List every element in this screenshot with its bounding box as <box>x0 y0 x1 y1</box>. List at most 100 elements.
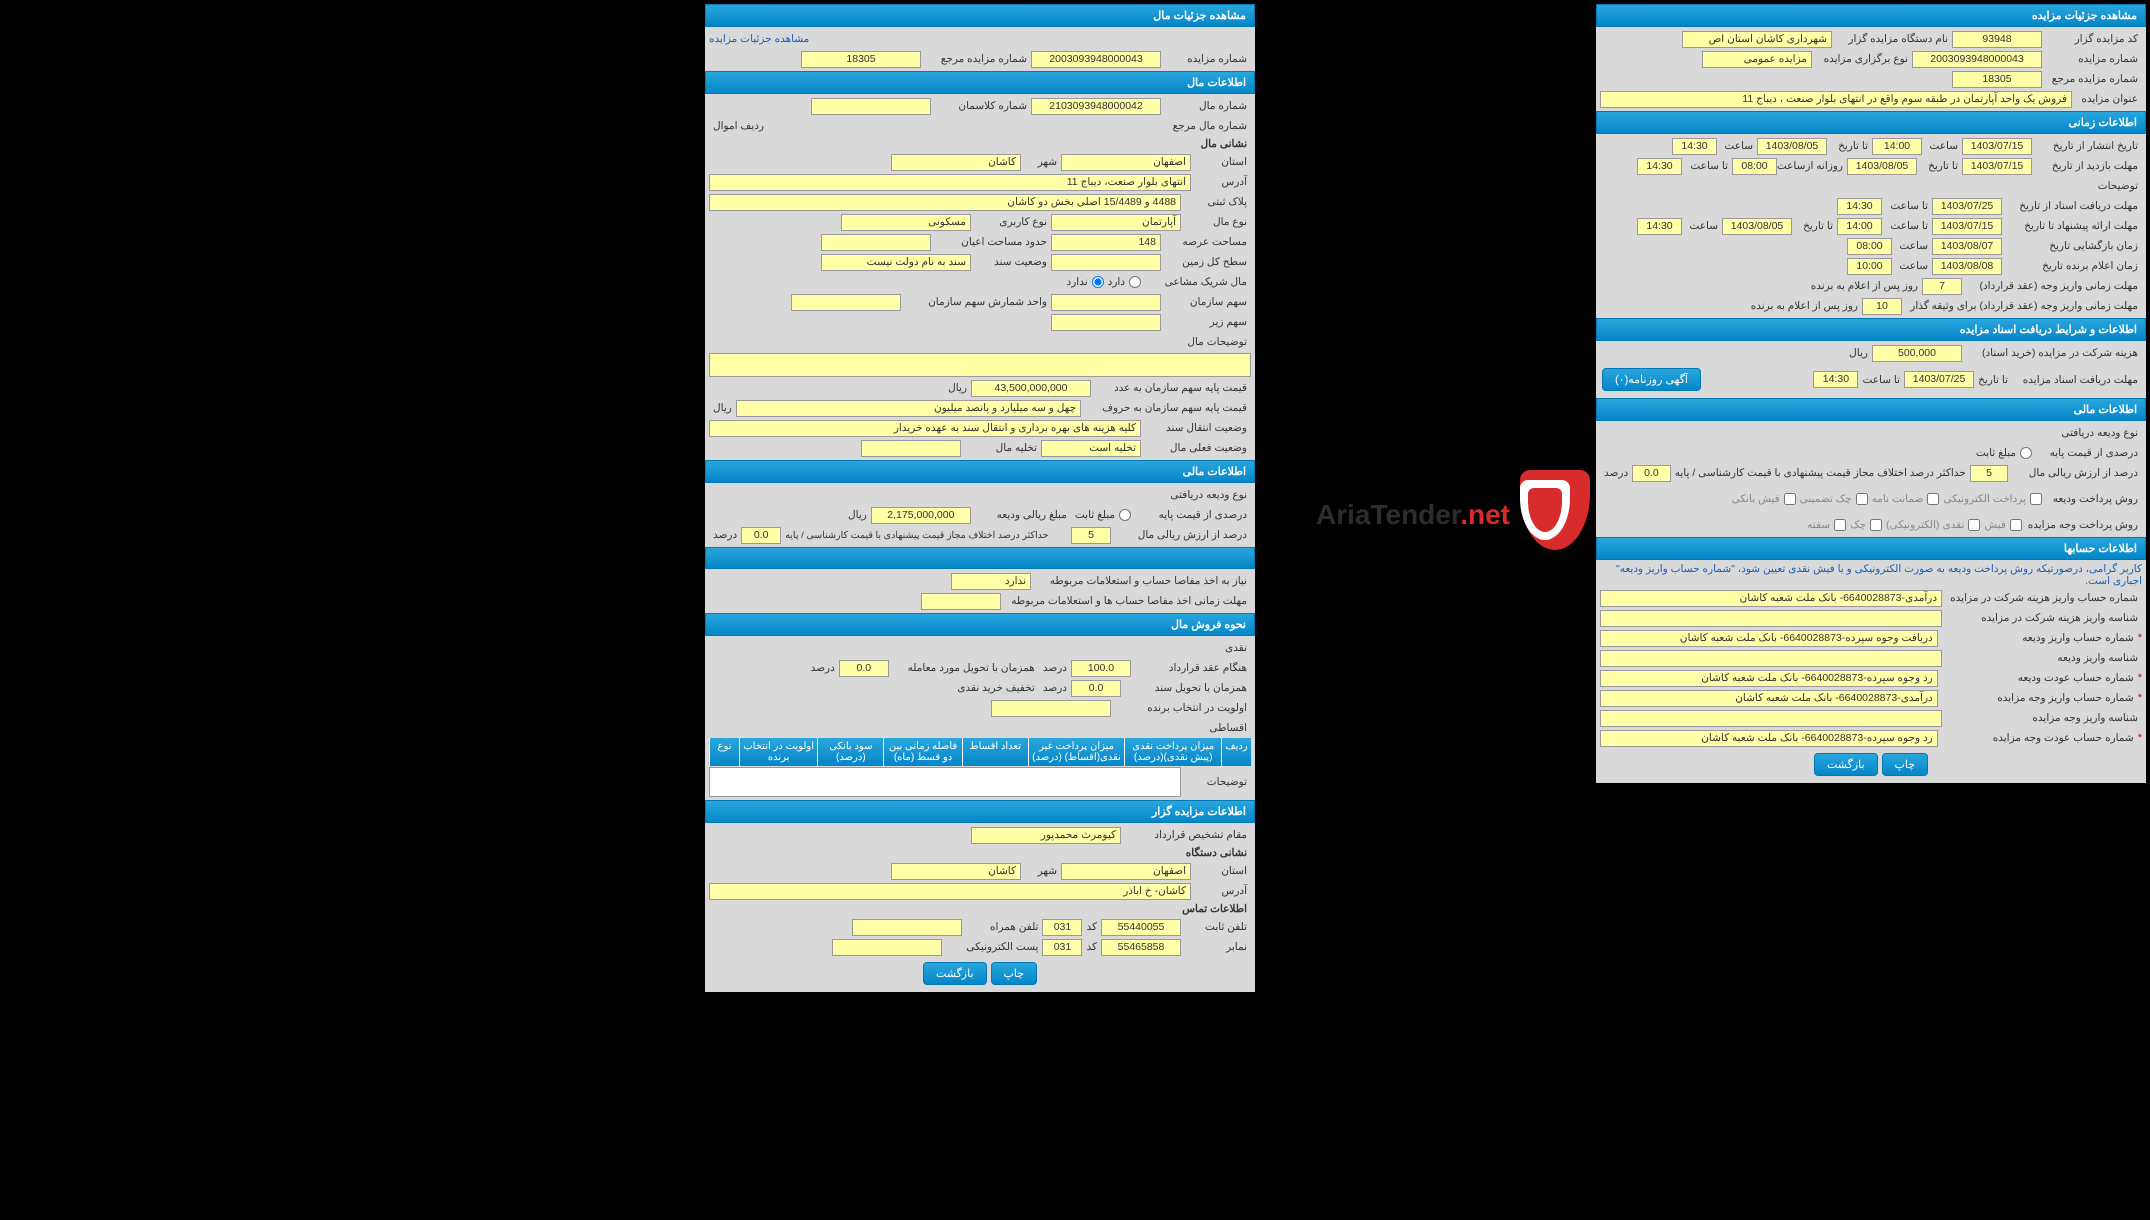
type-label: نوع برگزاری مزایده <box>1812 53 1912 65</box>
pay-fish: فیش بانکی <box>1728 493 1784 505</box>
priority <box>991 700 1111 717</box>
account-row: شناسه واریز هزینه شرکت در مزایده <box>1600 608 2142 628</box>
rial-pct-label: درصد از ارزش ریالی مال <box>2008 467 2142 479</box>
account-label: شماره حساب واریز هزینه شرکت در مزایده <box>1942 592 2142 604</box>
transfer-label: وضعیت انتقال سند <box>1141 422 1251 434</box>
pay2-fish-check[interactable] <box>2010 519 2022 531</box>
rial-pct-val: 5 <box>1970 465 2009 482</box>
pub-to-time: 14:30 <box>1672 138 1717 155</box>
visit-daily-to-label: تا ساعت <box>1682 160 1732 172</box>
view-auction-link[interactable]: مشاهده جزئیات مزایده <box>709 33 809 45</box>
back-button[interactable]: بازگشت <box>1814 753 1878 776</box>
watermark-text: AriaTender.net <box>1316 499 1510 531</box>
pay2-safte-check[interactable] <box>1834 519 1846 531</box>
open-label: زمان بازگشایی تاریخ <box>2002 240 2142 252</box>
r-sec5-body: نقدی هنگام عقد قرارداد 100.0 درصد همزمان… <box>705 636 1255 800</box>
plaque-label: پلاک ثبتی <box>1181 196 1251 208</box>
area-label: مساحت عرصه <box>1161 236 1251 248</box>
wm-t1: AriaTender <box>1316 499 1460 530</box>
province: اصفهان <box>1061 154 1191 171</box>
delivery-label: همزمان با تحویل مورد معامله <box>889 662 1039 674</box>
pay-check: چک تضمینی <box>1796 493 1856 505</box>
pub-from-time-label: ساعت <box>1922 140 1962 152</box>
account-row: *شماره حساب عودت ودیعهرد وجوه سپرده-6640… <box>1600 668 2142 688</box>
r-sec5-header: نحوه فروش مال <box>705 613 1255 636</box>
account-label: شماره حساب واریز وجه مزایده <box>1938 692 2138 704</box>
r6-city-label: شهر <box>1021 865 1061 877</box>
pay2-cash-check[interactable] <box>1968 519 1980 531</box>
title-label: عنوان مزایده <box>2072 93 2142 105</box>
mobile-label: تلفن همراه <box>962 921 1042 933</box>
fee-val: 500,000 <box>1872 345 1962 362</box>
city: کاشان <box>891 154 1021 171</box>
ref-label: شماره مزایده مرجع <box>2042 73 2142 85</box>
pub-from-label: تاریخ انتشار از تاریخ <box>2032 140 2142 152</box>
pay-guar-check[interactable] <box>1927 493 1939 505</box>
r-base-pct-label: درصدی از قیمت پایه <box>1131 509 1251 521</box>
th-priority: اولویت در انتخاب برنده <box>739 738 817 766</box>
watermark: AriaTender.net <box>1250 470 1590 560</box>
print-button[interactable]: چاپ <box>1882 753 1929 776</box>
pay-elec-check[interactable] <box>2030 493 2042 505</box>
r6-province-label: استان <box>1191 865 1251 877</box>
phone-label: تلفن ثابت <box>1181 921 1251 933</box>
accounts-note: کاربر گرامی، درصورتیکه روش پرداخت ودیعه … <box>1600 563 2142 587</box>
shared-yes-radio[interactable] <box>1129 276 1141 288</box>
pay2-chk-check[interactable] <box>1870 519 1882 531</box>
r6-province: اصفهان <box>1061 863 1191 880</box>
newspaper-ad-button[interactable]: آگهی روزنامه(۰) <box>1602 368 1701 391</box>
th-noncash-pct: میزان پرداخت غیر نقدی(اقساط) (درصد) <box>1028 738 1125 766</box>
fee-label: هزینه شرکت در مزایده (خرید اسناد) <box>1962 347 2142 359</box>
deadline1-val: 7 <box>1922 278 1962 295</box>
r-desc-label: توضیحات مال <box>1161 336 1251 348</box>
cash-discount-label: تخفیف خرید نقدی <box>919 682 1039 694</box>
th-interest: سود بانکی (درصد) <box>817 738 883 766</box>
shared-no-radio[interactable] <box>1092 276 1104 288</box>
address: انتهای بلوار صنعت، دیباج 11 <box>709 174 1191 191</box>
sec-auction-details-header: مشاهده جزئیات مزایده <box>1596 4 2146 27</box>
status: سند به نام دولت نیست <box>821 254 971 271</box>
r-print-button[interactable]: چاپ <box>991 962 1038 985</box>
account-value: رد وجوه سپرده-6640028873- بانک ملت شعبه … <box>1600 730 1938 747</box>
contract-label: هنگام عقد قرارداد <box>1131 662 1251 674</box>
offer-to2-label: تا تاریخ <box>1792 220 1837 232</box>
pay-fish-check[interactable] <box>1784 493 1796 505</box>
account-value <box>1600 710 1942 727</box>
account-row: *شماره حساب عودت وجه مزایدهرد وجوه سپرده… <box>1600 728 2142 748</box>
base-num-unit: ریال <box>944 382 971 394</box>
account-value <box>1600 650 1942 667</box>
docs-from-date: 1403/07/25 <box>1932 198 2002 215</box>
deadline1-label: مهلت زمانی واریز وجه (عقد قرارداد) <box>1962 280 2142 292</box>
usage: مسکونی <box>841 214 971 231</box>
fixed-radio[interactable] <box>2020 447 2032 459</box>
wm-t2: .net <box>1460 499 1510 530</box>
phone-code: 031 <box>1042 919 1082 936</box>
pay2-cash: نقدی (الکترونیکی) <box>1882 519 1968 531</box>
required-star-icon: * <box>2138 632 2142 644</box>
unit-label: واحد شمارش سهم سازمان <box>901 296 1051 308</box>
r-fixed-radio[interactable] <box>1119 509 1131 521</box>
base-pct-label: درصدی از قیمت پایه <box>2032 447 2142 459</box>
num-field: 2003093948000043 <box>1912 51 2042 68</box>
device-field: شهرداری کاشان استان اص <box>1682 31 1832 48</box>
type-field: مزایده عمومی <box>1702 51 1812 68</box>
account-row: شناسه واریز وجه مزایده <box>1600 708 2142 728</box>
fee-unit: ریال <box>1845 347 1872 359</box>
base-text-label: قیمت پایه سهم سازمان به حروف <box>1081 402 1251 414</box>
pay-check-check[interactable] <box>1856 493 1868 505</box>
sec-time-header: اطلاعات زمانی <box>1596 111 2146 134</box>
r-sec1-header: مشاهده جزئیات مال <box>705 4 1255 27</box>
evac <box>861 440 961 457</box>
province-label: استان <box>1191 156 1251 168</box>
r-rial-pct-label: درصد از ارزش ریالی مال <box>1111 529 1251 541</box>
th-type: نوع <box>709 738 739 766</box>
pay-method-label: روش پرداخت ودیعه <box>2042 493 2142 505</box>
r-back-button[interactable]: بازگشت <box>923 962 987 985</box>
account-row: *شماره حساب واریز وجه مزایدهدرآمدی-66400… <box>1600 688 2142 708</box>
class-field <box>811 98 931 115</box>
mobile <box>852 919 962 936</box>
th-row: ردیف <box>1221 738 1251 766</box>
r-dep-type-label: نوع ودیعه دریافتی <box>1166 489 1251 501</box>
deadline-docs-label: مهلت زمانی اخذ مفاصا حساب ها و استعلامات… <box>1001 595 1251 607</box>
account-label: شماره حساب واریز ودیعه <box>1938 632 2138 644</box>
